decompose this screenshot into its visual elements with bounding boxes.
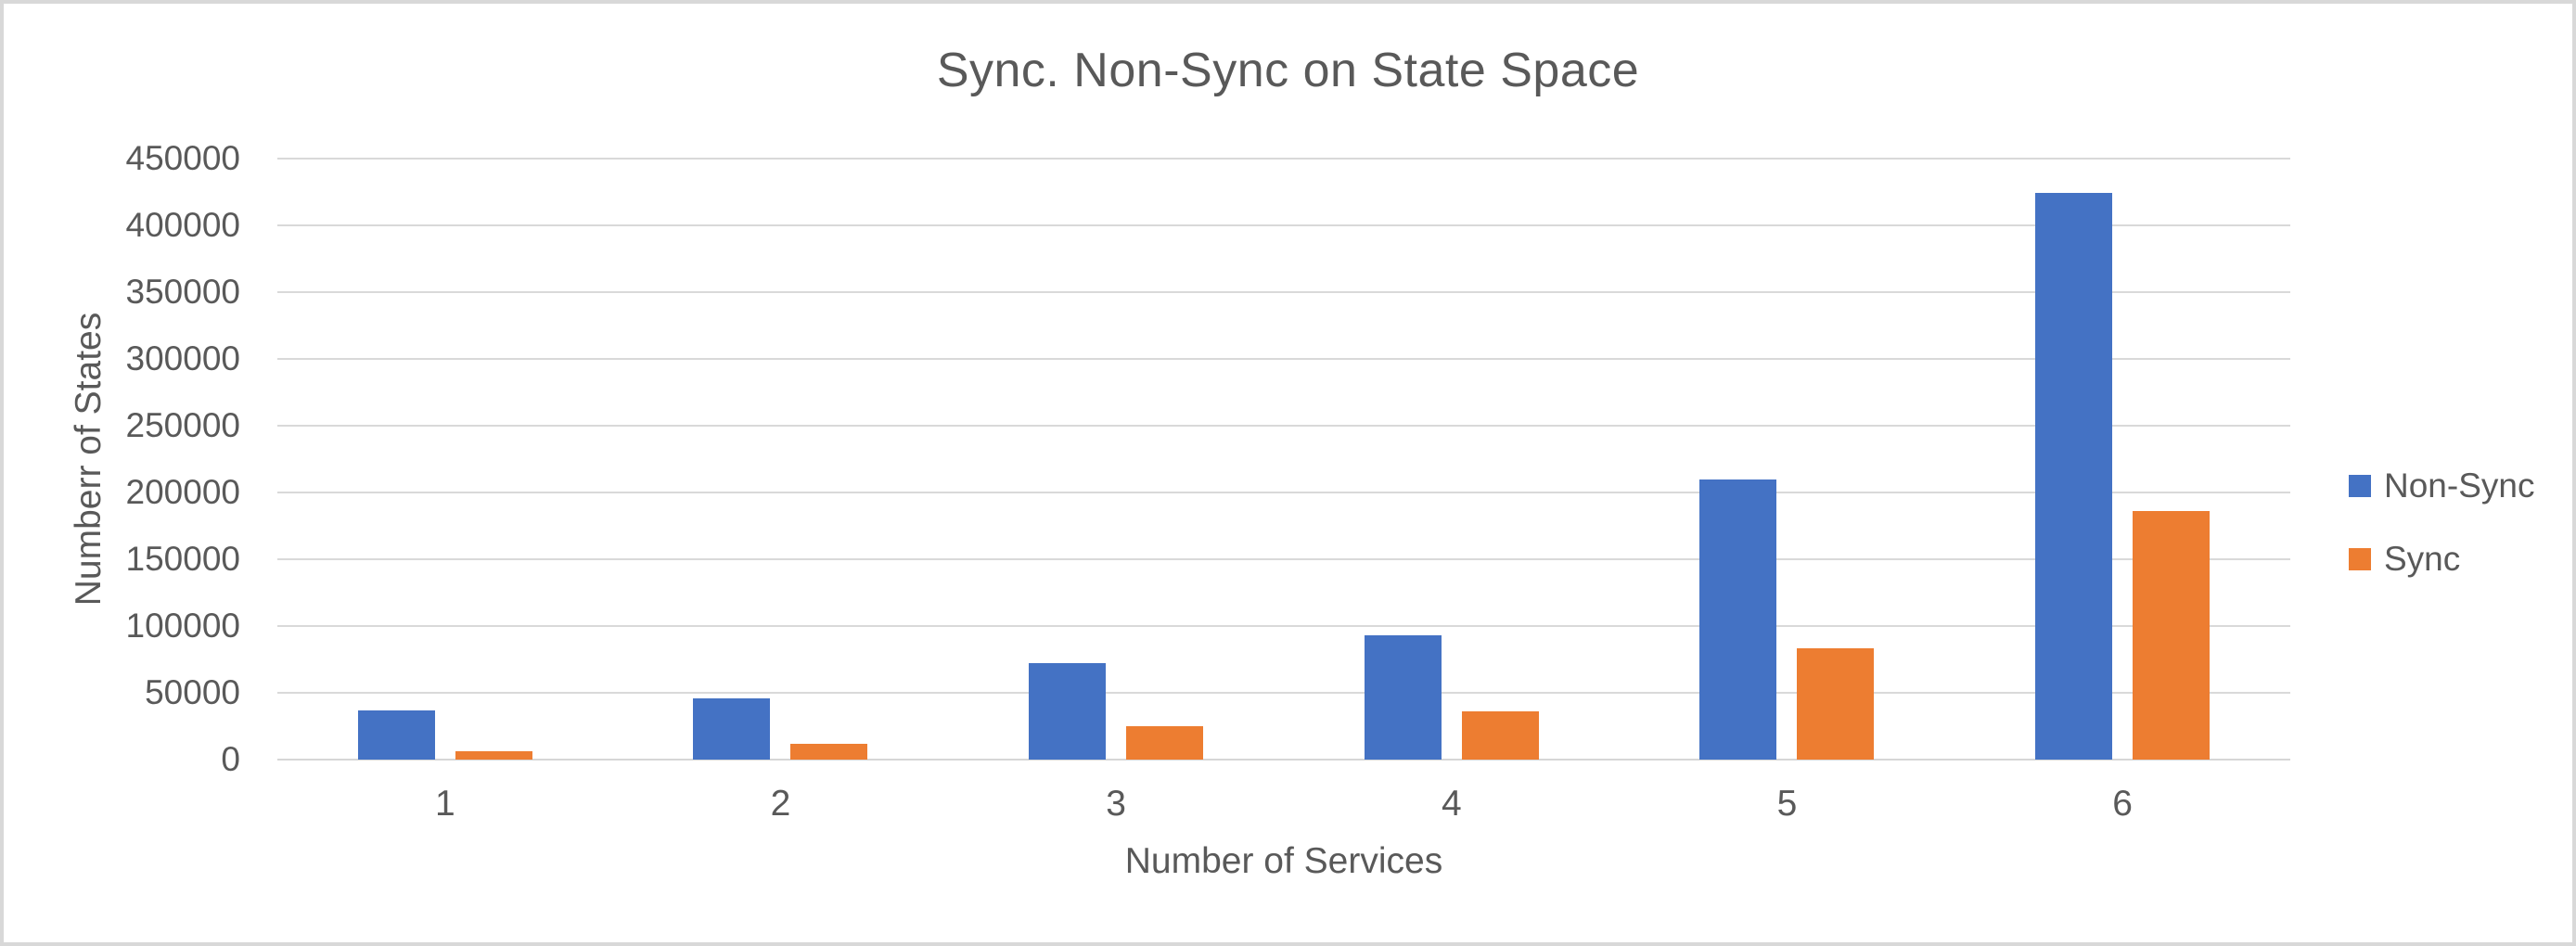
x-category-label-6: 6 [2112, 784, 2133, 824]
y-tick-label: 0 [221, 740, 240, 778]
category-group-1 [277, 159, 613, 760]
gridline [277, 358, 2290, 360]
chart-title: Sync. Non-Sync on State Space [936, 44, 1640, 97]
bar-sync-4 [1461, 711, 1539, 760]
y-tick-label: 100000 [125, 607, 240, 646]
bar-sync-1 [455, 751, 532, 760]
gridline [277, 291, 2290, 293]
gridline [277, 492, 2290, 494]
gridline [277, 692, 2290, 695]
gridline [277, 425, 2290, 427]
bar-non-sync-4 [1364, 635, 1442, 760]
y-tick-label: 200000 [125, 473, 240, 512]
category-group-2 [613, 159, 949, 760]
y-tick-label: 400000 [125, 206, 240, 245]
bar-non-sync-6 [2035, 193, 2113, 760]
bar-non-sync-3 [1029, 663, 1107, 760]
y-tick-label: 50000 [145, 673, 240, 712]
gridline [277, 625, 2290, 628]
legend: Non-Sync Sync [2349, 466, 2534, 612]
bar-sync-2 [790, 743, 868, 760]
legend-swatch-icon [2349, 475, 2371, 497]
bar-sync-6 [2133, 511, 2211, 760]
x-category-label-4: 4 [1441, 784, 1462, 824]
category-group-3 [948, 159, 1284, 760]
bar-non-sync-1 [357, 710, 435, 760]
gridline [277, 158, 2290, 160]
x-category-label-3: 3 [1106, 784, 1126, 824]
y-tick-label: 150000 [125, 540, 240, 578]
y-tick-label: 250000 [125, 406, 240, 444]
gridline [277, 558, 2290, 560]
bar-non-sync-2 [693, 697, 771, 760]
x-category-label-5: 5 [1776, 784, 1798, 824]
category-group-4 [1284, 159, 1620, 760]
x-axis-line [277, 759, 2290, 761]
x-axis-category-labels: 1 2 3 4 5 6 [277, 783, 2290, 825]
x-axis-title: Number of Services [1124, 841, 1443, 881]
bar-non-sync-5 [1699, 479, 1777, 760]
category-group-5 [1620, 159, 1955, 760]
y-tick-label: 450000 [125, 139, 240, 177]
y-tick-label: 300000 [125, 339, 240, 377]
bar-sync-3 [1126, 726, 1204, 760]
x-category-label-2: 2 [770, 784, 791, 824]
y-tick-label: 350000 [125, 273, 240, 311]
y-axis-tick-labels: 0 50000 100000 150000 200000 250000 300000 3500… [4, 139, 240, 778]
x-category-label-1: 1 [434, 784, 455, 824]
bar-sync-5 [1797, 648, 1875, 760]
legend-swatch-icon [2349, 548, 2371, 570]
gridline [277, 224, 2290, 227]
category-group-6 [1954, 159, 2290, 760]
plot-area [277, 158, 2290, 761]
legend-item-sync: Sync [2349, 539, 2534, 580]
legend-item-non-sync: Non-Sync [2349, 466, 2534, 506]
legend-label: Non-Sync [2384, 467, 2535, 505]
legend-label: Sync [2384, 540, 2461, 578]
